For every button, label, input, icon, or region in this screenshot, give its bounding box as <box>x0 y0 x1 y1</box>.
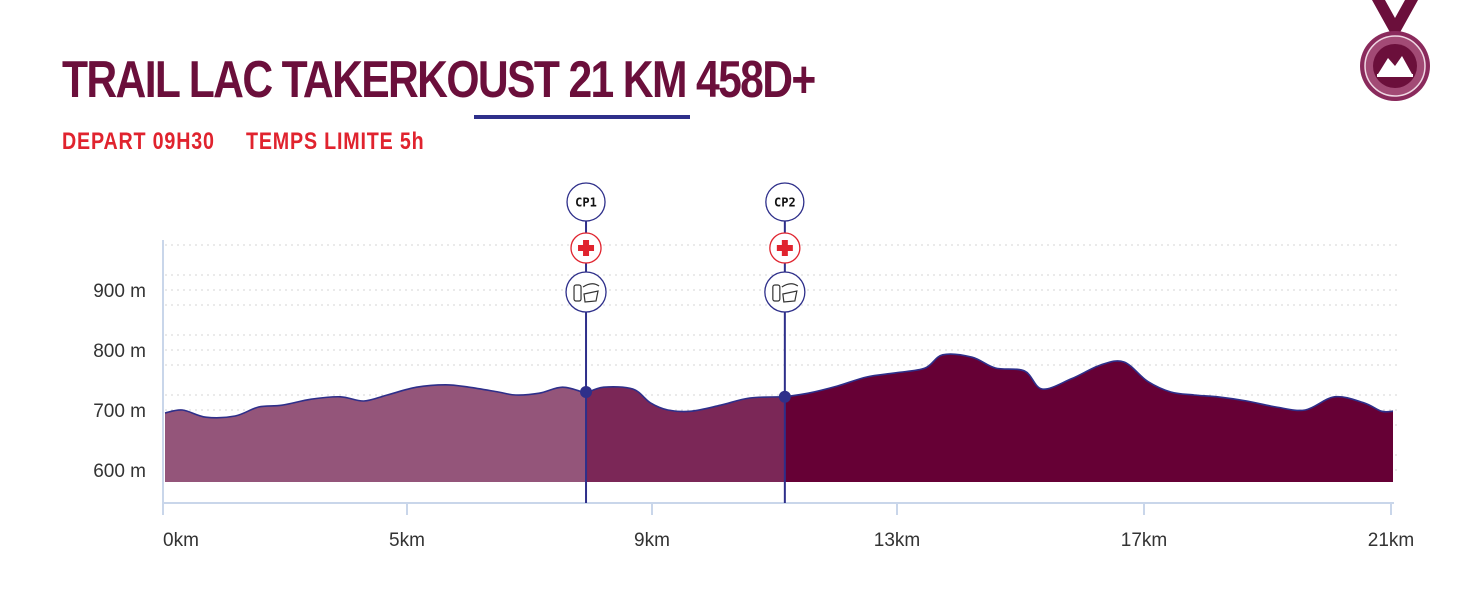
title-main: TRAIL LAC TAKERKOUST <box>62 51 569 109</box>
elevation-segment-1 <box>165 384 587 482</box>
checkpoint-label: CP2 <box>774 196 796 210</box>
first-aid-icon <box>769 232 801 264</box>
race-title: TRAIL LAC TAKERKOUST 21 KM 458D+ <box>62 51 816 109</box>
title-underline <box>474 115 690 119</box>
checkpoint-cp1: CP1 <box>565 182 607 503</box>
y-tick-label: 900 m <box>93 281 146 302</box>
y-tick-label: 700 m <box>93 401 146 422</box>
axes <box>162 240 1394 505</box>
checkpoint-label: CP1 <box>575 196 597 210</box>
x-tick-labels: 0km 5km 9km 13km 17km 21km <box>162 503 1414 551</box>
refreshment-icon <box>764 271 806 313</box>
elevation-areas <box>164 353 1394 482</box>
x-tick-label: 0km <box>163 530 199 551</box>
y-tick-label: 800 m <box>93 341 146 362</box>
x-tick-label: 17km <box>1121 530 1167 551</box>
start-time: DEPART 09H30 <box>62 128 215 155</box>
title-highlight: 21 KM 458D+ <box>568 51 816 109</box>
checkpoint-marker <box>778 390 791 403</box>
elevation-segment-2 <box>586 386 785 482</box>
checkpoints: CP1 CP2 <box>565 182 806 503</box>
x-tick-label: 9km <box>634 530 670 551</box>
x-tick-label: 5km <box>389 530 425 551</box>
elevation-line-segment-1 <box>164 383 587 419</box>
refreshment-icon <box>565 271 607 313</box>
medal-icon <box>1350 0 1440 115</box>
y-tick-labels: 600 m 700 m 800 m 900 m <box>93 281 146 482</box>
checkpoint-badge <box>765 182 805 222</box>
checkpoint-marker <box>580 386 593 398</box>
time-limit: TEMPS LIMITE 5h <box>246 128 425 155</box>
y-tick-label: 600 m <box>93 461 146 482</box>
elevation-line-segment-3 <box>784 353 1394 413</box>
x-tick-label: 13km <box>874 530 920 551</box>
x-tick-label: 21km <box>1368 530 1414 551</box>
elevation-segment-3 <box>784 354 1393 482</box>
checkpoint-cp2: CP2 <box>764 182 806 503</box>
checkpoint-badge <box>566 182 606 222</box>
elevation-line-segment-2 <box>585 385 785 413</box>
first-aid-icon <box>570 232 602 264</box>
